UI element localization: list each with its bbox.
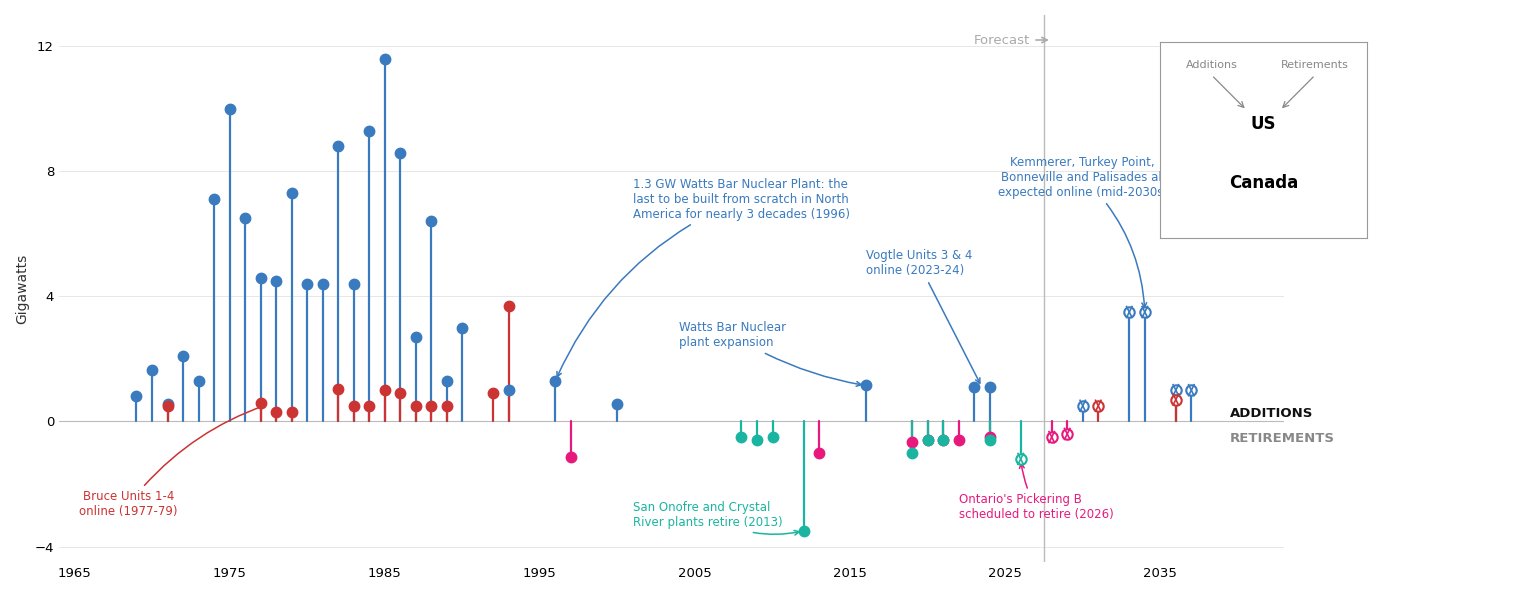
Text: Canada: Canada <box>1229 174 1298 192</box>
Text: Vogtle Units 3 & 4
online (2023-24): Vogtle Units 3 & 4 online (2023-24) <box>866 249 980 383</box>
Text: Watts Bar Nuclear
plant expansion: Watts Bar Nuclear plant expansion <box>679 321 862 386</box>
Text: Additions: Additions <box>1186 60 1238 70</box>
Text: US: US <box>1250 115 1276 133</box>
Text: 1.3 GW Watts Bar Nuclear Plant: the
last to be built from scratch in North
Ameri: 1.3 GW Watts Bar Nuclear Plant: the last… <box>558 177 849 377</box>
Text: Retirements: Retirements <box>1281 60 1349 70</box>
Text: ADDITIONS: ADDITIONS <box>1230 407 1313 420</box>
Text: Ontario's Pickering B
scheduled to retire (2026): Ontario's Pickering B scheduled to retir… <box>958 464 1114 521</box>
Text: San Onofre and Crystal
River plants retire (2013): San Onofre and Crystal River plants reti… <box>633 501 799 535</box>
Text: Forecast: Forecast <box>974 33 1048 46</box>
Y-axis label: Gigawatts: Gigawatts <box>15 253 29 324</box>
Text: Bruce Units 1-4
online (1977-79): Bruce Units 1-4 online (1977-79) <box>80 405 264 518</box>
Text: RETIREMENTS: RETIREMENTS <box>1230 432 1335 445</box>
Text: Kemmerer, Turkey Point,
Bonneville and Palisades all
expected online (mid-2030s): Kemmerer, Turkey Point, Bonneville and P… <box>998 156 1167 308</box>
